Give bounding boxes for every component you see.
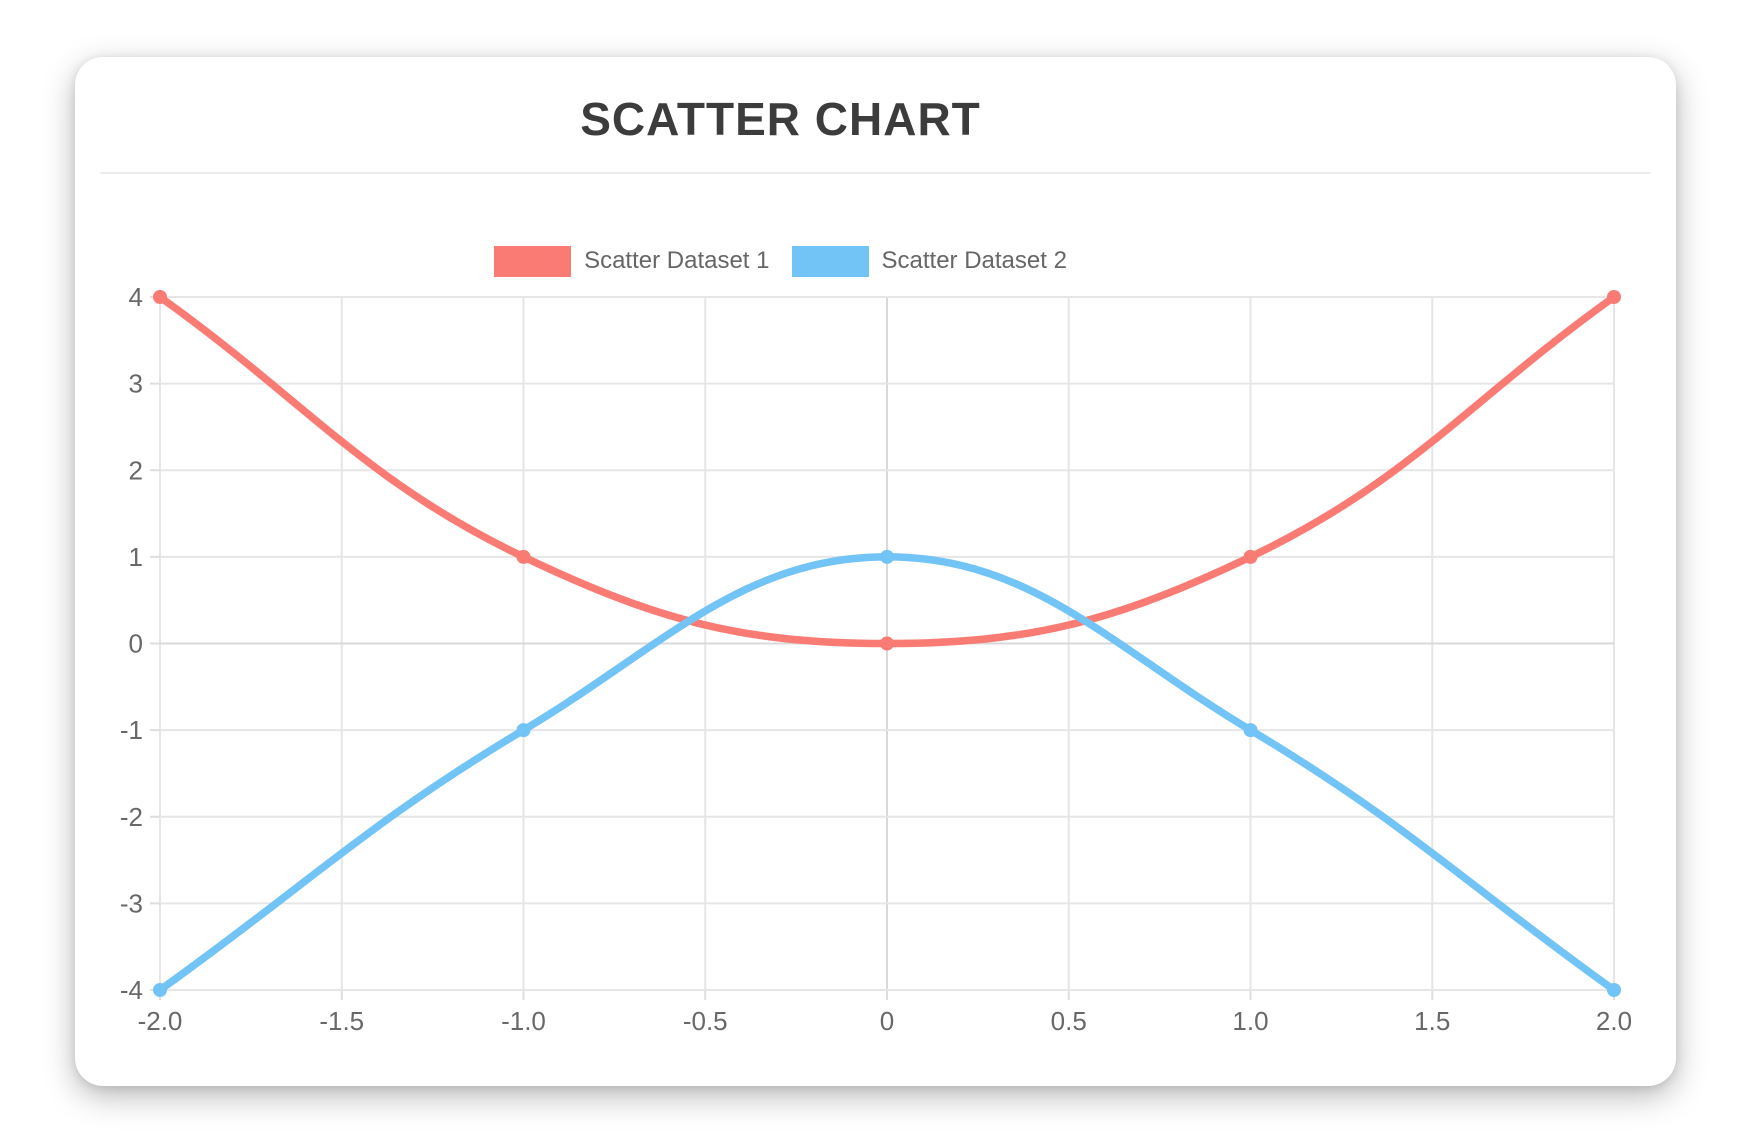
x-tick-label: -0.5 [683,1006,728,1036]
legend-swatch [494,245,572,277]
chart-canvas: -2.0 -1.5 -1.0 -0.5 0 0.5 1.0 1.5 2.0 -4 -3 -2 -1 0 1 2… [120,282,1632,1036]
y-tick-label: 0 [129,629,143,659]
chart-legend: Scatter Dataset 1 Scatter Dataset 2 [75,245,1676,277]
legend-swatch [791,245,869,277]
y-tick-label: 1 [129,542,143,572]
y-tick-label: 2 [129,455,143,485]
data-point-series-2[interactable] [153,983,167,997]
data-point-series-2[interactable] [516,723,531,738]
data-point-series-1[interactable] [1607,290,1621,304]
x-tick-label: 2.0 [1596,1006,1632,1036]
data-point-series-1[interactable] [516,549,531,564]
x-tick-label: -2.0 [138,1006,183,1036]
x-tick-label: 0 [880,1006,894,1036]
y-tick-label: 3 [129,369,143,399]
x-tick-label: 1.0 [1232,1006,1268,1036]
title-divider [100,171,1651,174]
y-tick-label: -2 [120,802,143,832]
data-point-series-1[interactable] [153,290,167,304]
legend-label: Scatter Dataset 2 [881,247,1067,275]
legend-item-2[interactable]: Scatter Dataset 2 [791,245,1067,277]
legend-item-1[interactable]: Scatter Dataset 1 [494,245,770,277]
chart-card: SCATTER CHART Scatter Dataset 1 Scatter D… [75,57,1676,1086]
y-tick-label: -3 [120,888,143,918]
data-point-series-2[interactable] [880,549,894,564]
x-tick-label: 0.5 [1051,1006,1087,1036]
x-tick-label: -1.5 [319,1006,364,1036]
data-point-series-2[interactable] [1243,723,1258,738]
data-point-series-2[interactable] [1607,983,1621,997]
y-tick-label: -4 [120,975,143,1005]
data-point-series-1[interactable] [880,636,894,651]
y-tick-label: -1 [120,715,143,745]
data-point-series-1[interactable] [1243,549,1258,564]
x-tick-label: 1.5 [1414,1006,1450,1036]
y-tick-label: 4 [129,282,143,312]
x-tick-label: -1.0 [501,1006,546,1036]
legend-label: Scatter Dataset 1 [584,247,770,275]
chart-title: SCATTER CHART [580,93,981,145]
